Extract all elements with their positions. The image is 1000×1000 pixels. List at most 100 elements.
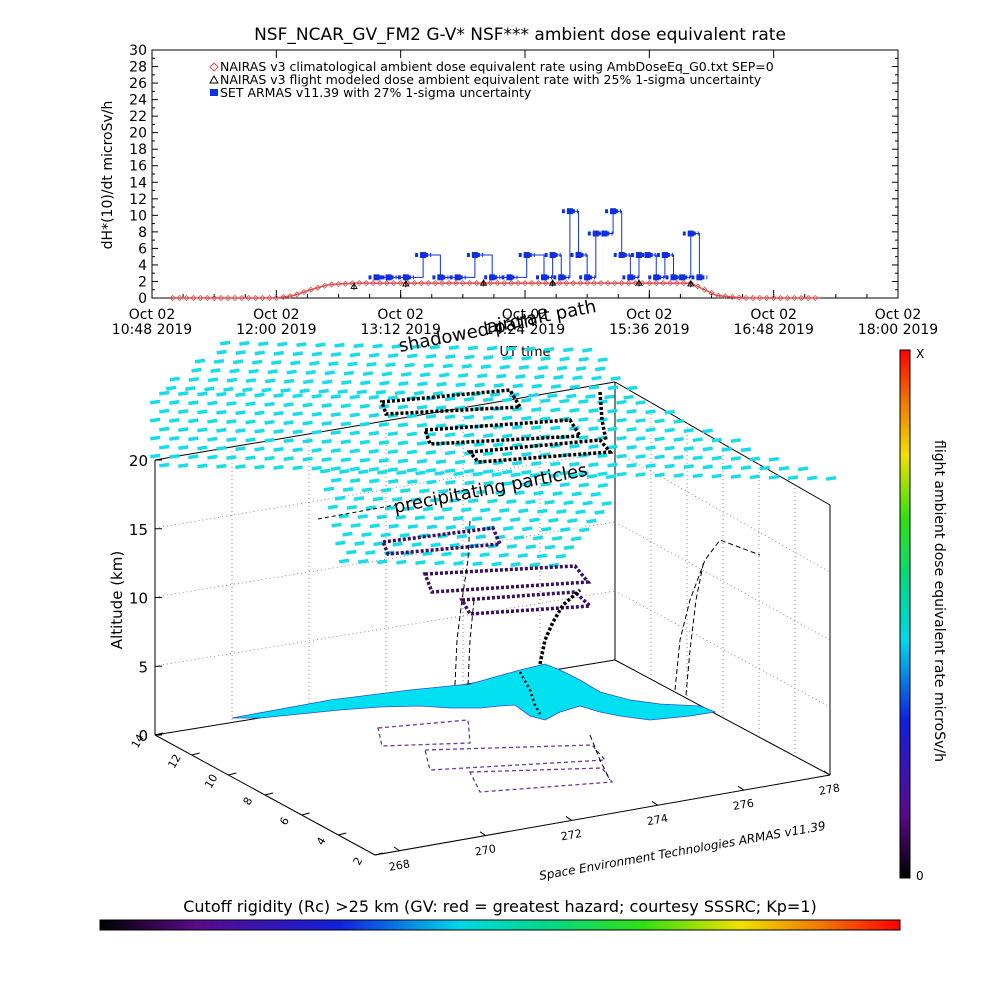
climatological-point <box>784 294 791 302</box>
chart-title: NSF_NCAR_GV_FM2 G-V* NSF*** ambient dose… <box>254 25 786 45</box>
climatological-point <box>556 280 563 287</box>
armas-point <box>687 230 694 237</box>
particle <box>245 455 256 461</box>
particle <box>372 343 383 349</box>
particle <box>339 468 350 474</box>
particle <box>711 473 722 479</box>
particle <box>645 409 656 415</box>
particle <box>403 506 415 511</box>
climatological-point <box>736 294 743 301</box>
particle <box>384 505 396 511</box>
particle <box>416 422 428 428</box>
climatological-point <box>411 280 418 287</box>
particle <box>495 489 506 495</box>
particle <box>159 390 170 396</box>
particle <box>397 458 409 464</box>
climatological-point <box>169 294 176 302</box>
particle <box>273 350 284 356</box>
particle <box>377 469 388 475</box>
particle <box>518 365 530 370</box>
particle <box>482 397 494 403</box>
particle <box>169 435 180 441</box>
particle <box>254 410 265 416</box>
particle <box>550 443 561 449</box>
climatological-point <box>425 280 432 287</box>
altitude-tick-label: 15 <box>129 521 148 539</box>
particle <box>491 561 502 567</box>
particle <box>210 368 221 374</box>
particle <box>346 504 358 510</box>
particle <box>350 522 361 528</box>
particle <box>582 500 593 506</box>
particle <box>512 424 523 430</box>
particle <box>575 509 586 515</box>
particle <box>572 375 583 381</box>
particle <box>438 372 450 378</box>
y-tick-label: 2 <box>138 274 147 290</box>
particle <box>330 352 342 357</box>
particle <box>444 432 456 438</box>
particle <box>387 413 399 419</box>
particle <box>416 458 428 464</box>
particle <box>178 463 189 469</box>
climatological-point <box>356 280 363 287</box>
particle <box>449 498 460 503</box>
particle <box>358 558 369 564</box>
climatological-point <box>273 294 280 302</box>
climatological-point <box>749 294 757 302</box>
particle <box>702 428 713 434</box>
particle <box>483 355 494 360</box>
particle <box>397 404 409 410</box>
particle <box>506 543 518 549</box>
particle <box>635 472 646 478</box>
particle <box>529 472 540 478</box>
particle <box>448 345 460 350</box>
armas-point <box>584 274 591 281</box>
particle <box>578 417 589 422</box>
climatological-point <box>197 294 204 302</box>
longitude-axis-ticks: 268 270 272 274 276 278 <box>388 770 841 874</box>
particle <box>536 553 547 559</box>
particle <box>540 470 551 476</box>
particle <box>334 495 346 501</box>
particle <box>410 497 422 503</box>
particle <box>349 448 360 454</box>
particle <box>540 416 551 422</box>
particle <box>499 507 510 513</box>
x-tick-date: Oct 02 <box>253 307 299 323</box>
depth-tick <box>301 812 310 816</box>
particle <box>432 391 444 396</box>
particle <box>512 406 523 412</box>
climatological-point <box>445 280 453 287</box>
particle <box>235 392 246 398</box>
climatological-point <box>418 280 425 287</box>
particle <box>328 361 339 367</box>
particle <box>343 370 355 376</box>
depth-tick-label: 14 <box>129 732 147 751</box>
particle <box>550 425 561 431</box>
lon-tick-label: 278 <box>818 781 841 797</box>
particle <box>283 402 294 408</box>
particle <box>302 438 313 444</box>
particle <box>434 560 445 566</box>
particle <box>226 455 237 460</box>
climatological-point <box>459 280 466 287</box>
climatological-point <box>777 294 784 302</box>
depth-tick <box>374 852 384 856</box>
particle <box>309 360 320 366</box>
particle <box>453 560 464 566</box>
particle <box>489 392 501 398</box>
particle <box>616 471 627 477</box>
particle <box>368 394 379 400</box>
climatological-point <box>439 280 446 287</box>
particle <box>299 388 310 394</box>
particle <box>517 553 528 559</box>
particle <box>768 456 780 462</box>
climatological-point <box>653 280 660 287</box>
particle <box>692 437 703 443</box>
armas-point <box>601 230 608 237</box>
particle <box>460 552 471 557</box>
particle <box>356 389 367 395</box>
climatological-point <box>321 282 328 289</box>
particle <box>361 487 373 493</box>
